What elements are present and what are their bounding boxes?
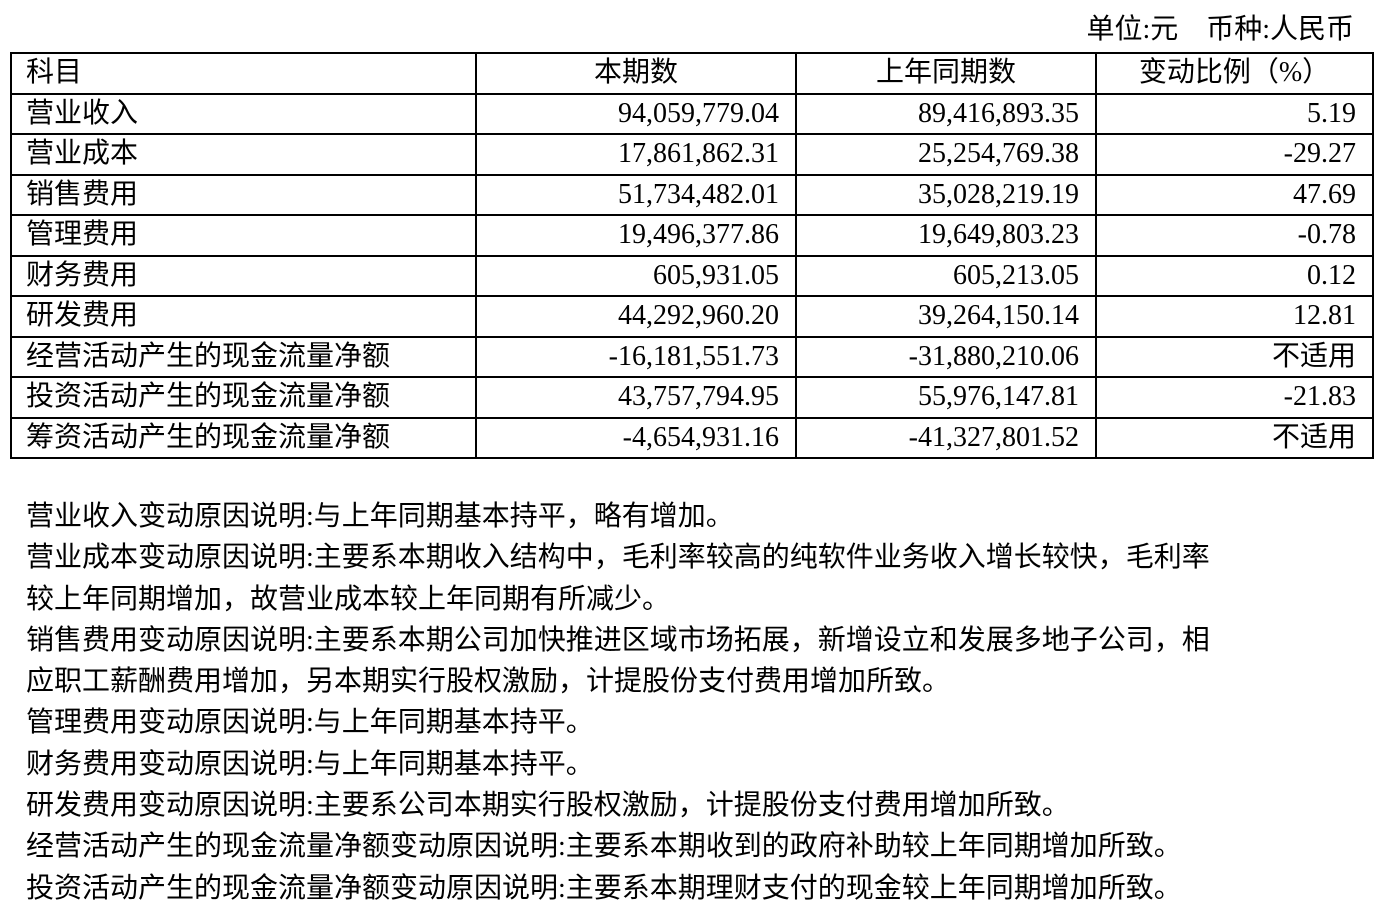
- explanation-line: 财务费用变动原因说明:与上年同期基本持平。: [26, 748, 594, 780]
- cell-subject: 管理费用: [10, 214, 477, 257]
- cell-change-ratio: 0.12: [1095, 254, 1374, 297]
- cell-prior-period: 89,416,893.35: [795, 92, 1097, 135]
- cell-subject: 财务费用: [10, 254, 477, 297]
- explanation-paragraph: 经营活动产生的现金流量净额变动原因说明:主要系本期收到的政府补助较上年同期增加所…: [26, 826, 1366, 867]
- explanation-line: 管理费用变动原因说明:与上年同期基本持平。: [26, 707, 594, 739]
- header-current-period: 本期数: [475, 52, 797, 95]
- cell-subject: 投资活动产生的现金流量净额: [10, 376, 477, 419]
- explanation-line: 经营活动产生的现金流量净额变动原因说明:主要系本期收到的政府补助较上年同期增加所…: [26, 831, 1182, 863]
- currency-unit-label: 单位:元 币种:人民币: [1086, 14, 1354, 45]
- cell-current-period: 17,861,862.31: [475, 133, 797, 176]
- table-row: 筹资活动产生的现金流量净额 -4,654,931.16 -41,327,801.52…: [10, 416, 1374, 459]
- header-prior-period: 上年同期数: [795, 52, 1097, 95]
- cell-subject: 销售费用: [10, 173, 477, 216]
- explanation-paragraph: 营业成本变动原因说明:主要系本期收入结构中，毛利率较高的纯软件业务收入增长较快，…: [26, 537, 1366, 620]
- cell-prior-period: 19,649,803.23: [795, 214, 1097, 257]
- cell-current-period: 43,757,794.95: [475, 376, 797, 419]
- cell-prior-period: 605,213.05: [795, 254, 1097, 297]
- explanation-paragraph: 营业收入变动原因说明:与上年同期基本持平，略有增加。: [26, 496, 1366, 537]
- cell-change-ratio: 12.81: [1095, 295, 1374, 338]
- cell-subject: 营业收入: [10, 92, 477, 135]
- table-row: 研发费用 44,292,960.20 39,264,150.14 12.81: [10, 295, 1374, 338]
- cell-subject: 营业成本: [10, 133, 477, 176]
- table-header-row: 科目 本期数 上年同期数 变动比例（%）: [10, 52, 1374, 95]
- cell-prior-period: 39,264,150.14: [795, 295, 1097, 338]
- cell-subject: 研发费用: [10, 295, 477, 338]
- cell-current-period: 44,292,960.20: [475, 295, 797, 338]
- explanation-line: 销售费用变动原因说明:主要系本期公司加快推进区域市场拓展，新增设立和发展多地子公…: [26, 624, 1210, 656]
- cell-change-ratio: 47.69: [1095, 173, 1374, 216]
- cell-current-period: -4,654,931.16: [475, 416, 797, 459]
- explanation-line: 营业成本变动原因说明:主要系本期收入结构中，毛利率较高的纯软件业务收入增长较快，…: [26, 542, 1210, 574]
- cell-change-ratio: 5.19: [1095, 92, 1374, 135]
- cell-current-period: -16,181,551.73: [475, 335, 797, 378]
- cell-change-ratio: 不适用: [1095, 416, 1374, 459]
- table-row: 销售费用 51,734,482.01 35,028,219.19 47.69: [10, 173, 1374, 216]
- explanation-paragraph: 研发费用变动原因说明:主要系公司本期实行股权激励，计提股份支付费用增加所致。: [26, 785, 1366, 826]
- explanation-line: 投资活动产生的现金流量净额变动原因说明:主要系本期理财支付的现金较上年同期增加所…: [26, 872, 1182, 904]
- cell-current-period: 51,734,482.01: [475, 173, 797, 216]
- explanation-paragraph: 财务费用变动原因说明:与上年同期基本持平。: [26, 744, 1366, 785]
- table-row: 营业收入 94,059,779.04 89,416,893.35 5.19: [10, 92, 1374, 135]
- table-row: 财务费用 605,931.05 605,213.05 0.12: [10, 254, 1374, 297]
- explanation-paragraph: 管理费用变动原因说明:与上年同期基本持平。: [26, 702, 1366, 743]
- cell-change-ratio: 不适用: [1095, 335, 1374, 378]
- change-explanations: 营业收入变动原因说明:与上年同期基本持平，略有增加。营业成本变动原因说明:主要系…: [26, 496, 1366, 909]
- explanation-paragraph: 投资活动产生的现金流量净额变动原因说明:主要系本期理财支付的现金较上年同期增加所…: [26, 868, 1366, 909]
- financial-comparison-table: 科目 本期数 上年同期数 变动比例（%） 营业收入 94,059,779.04 89…: [10, 52, 1374, 459]
- cell-prior-period: -31,880,210.06: [795, 335, 1097, 378]
- cell-change-ratio: -0.78: [1095, 214, 1374, 257]
- explanation-line: 营业收入变动原因说明:与上年同期基本持平，略有增加。: [26, 501, 734, 532]
- explanation-line: 研发费用变动原因说明:主要系公司本期实行股权激励，计提股份支付费用增加所致。: [26, 790, 1070, 822]
- explanation-line: 较上年同期增加，故营业成本较上年同期有所减少。: [26, 583, 671, 615]
- cell-prior-period: 35,028,219.19: [795, 173, 1097, 216]
- cell-subject: 经营活动产生的现金流量净额: [10, 335, 477, 378]
- cell-change-ratio: -29.27: [1095, 133, 1374, 176]
- cell-prior-period: -41,327,801.52: [795, 416, 1097, 459]
- cell-prior-period: 55,976,147.81: [795, 376, 1097, 419]
- table-row: 经营活动产生的现金流量净额 -16,181,551.73 -31,880,210.0…: [10, 335, 1374, 378]
- header-subject: 科目: [10, 52, 477, 95]
- table-row: 营业成本 17,861,862.31 25,254,769.38 -29.27: [10, 133, 1374, 176]
- cell-current-period: 94,059,779.04: [475, 92, 797, 135]
- header-change-ratio: 变动比例（%）: [1095, 52, 1374, 95]
- explanation-line: 应职工薪酬费用增加，另本期实行股权激励，计提股份支付费用增加所致。: [26, 666, 951, 698]
- cell-change-ratio: -21.83: [1095, 376, 1374, 419]
- table-row: 管理费用 19,496,377.86 19,649,803.23 -0.78: [10, 214, 1374, 257]
- cell-current-period: 19,496,377.86: [475, 214, 797, 257]
- cell-current-period: 605,931.05: [475, 254, 797, 297]
- explanation-paragraph: 销售费用变动原因说明:主要系本期公司加快推进区域市场拓展，新增设立和发展多地子公…: [26, 620, 1366, 703]
- table-row: 投资活动产生的现金流量净额 43,757,794.95 55,976,147.81-…: [10, 376, 1374, 419]
- cell-subject: 筹资活动产生的现金流量净额: [10, 416, 477, 459]
- cell-prior-period: 25,254,769.38: [795, 133, 1097, 176]
